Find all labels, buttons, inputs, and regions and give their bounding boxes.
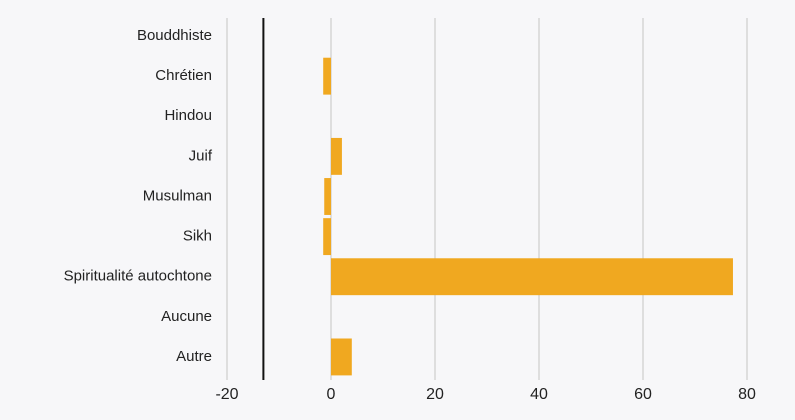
x-tick-label: 0 <box>327 386 336 403</box>
bar <box>324 178 331 215</box>
bar <box>331 338 352 376</box>
x-tick-label: 40 <box>530 386 548 403</box>
bar <box>323 57 331 95</box>
y-tick-label: Musulman <box>143 187 212 204</box>
x-tick-label: 80 <box>738 386 756 403</box>
y-tick-label: Aucune <box>161 308 212 325</box>
x-tick-label: 20 <box>426 386 444 403</box>
bar <box>331 137 342 175</box>
y-tick-label: Hindou <box>164 107 212 124</box>
x-tick-label: -20 <box>215 386 238 403</box>
x-tick-label: 60 <box>634 386 652 403</box>
bar <box>323 218 331 256</box>
y-tick-label: Bouddhiste <box>137 27 212 44</box>
bar <box>331 258 733 296</box>
y-tick-label: Spiritualité autochtone <box>64 268 212 285</box>
y-tick-label: Chrétien <box>155 67 212 84</box>
y-tick-label: Autre <box>176 348 212 365</box>
y-tick-label: Sikh <box>183 228 212 245</box>
y-tick-label: Juif <box>189 147 213 164</box>
